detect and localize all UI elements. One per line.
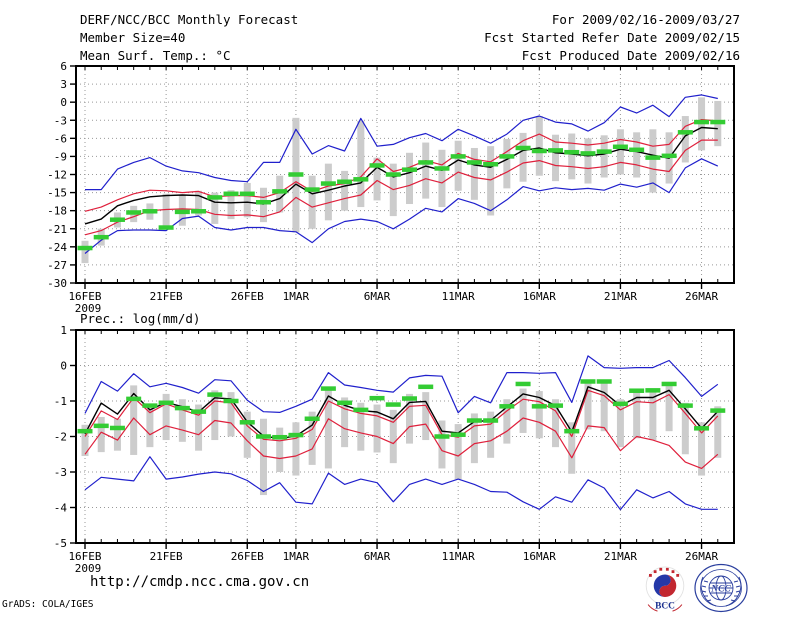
ncc-logo-label: NCC	[710, 585, 731, 595]
plot-frame	[75, 329, 735, 544]
svg-text:21MAR: 21MAR	[604, 290, 637, 303]
ncc-logo: NCC	[694, 563, 748, 613]
svg-text:-18: -18	[47, 205, 67, 218]
svg-text:26MAR: 26MAR	[685, 290, 718, 303]
temp-chart: 6 3 0 -3 -6 -9 -12 -15 -18 -21 -24 -27 -30 16FEB 2009 2…	[40, 60, 750, 316]
svg-text:21MAR: 21MAR	[604, 550, 637, 563]
precip-chart: 1 0 -1 -2 -3 -4 -5 16FEB 2009 21FEB 26FEB 1MAR 6MAR 1…	[40, 324, 750, 576]
forecast-range: For 2009/02/16-2009/03/27	[551, 12, 740, 27]
svg-text:-2: -2	[54, 431, 67, 444]
svg-text:-27: -27	[47, 259, 67, 272]
precip-chart-title: Prec.: log(mm/d)	[80, 311, 201, 326]
svg-text:6MAR: 6MAR	[364, 550, 391, 563]
svg-text:-6: -6	[54, 132, 67, 145]
plot-frame	[75, 65, 735, 284]
svg-text:3: 3	[60, 78, 67, 91]
bcc-logo-top-characters	[649, 567, 680, 577]
svg-text:6: 6	[60, 60, 67, 73]
svg-text:-5: -5	[54, 537, 67, 550]
grads-credit: GrADS: COLA/IGES	[2, 599, 94, 610]
svg-text:26MAR: 26MAR	[685, 550, 718, 563]
svg-text:-1: -1	[54, 395, 67, 408]
bcc-logo-ring	[645, 566, 685, 606]
member-size-label: Member Size=40	[80, 30, 186, 45]
member-spread-bars	[81, 97, 722, 264]
bcc-logo-label: BCC	[655, 601, 675, 611]
series-spread-upper	[84, 389, 719, 442]
source-url: http://cmdp.ncc.cma.gov.cn	[90, 574, 310, 590]
series-observation	[77, 119, 726, 251]
page-title: DERF/NCC/BCC Monthly Forecast	[80, 12, 299, 27]
series-ensemble-mean	[84, 126, 718, 225]
svg-text:-15: -15	[47, 187, 67, 200]
svg-text:-21: -21	[47, 223, 67, 236]
svg-text:21FEB: 21FEB	[150, 550, 183, 563]
series-observation	[77, 379, 726, 440]
svg-text:-30: -30	[47, 277, 67, 290]
bcc-logo-bottom-arc	[647, 604, 683, 612]
series-ensemble-mean	[84, 386, 719, 440]
svg-text:2009: 2009	[75, 302, 102, 315]
produced-date: Fcst Produced Date 2009/02/16	[521, 48, 740, 63]
svg-text:16MAR: 16MAR	[523, 290, 556, 303]
svg-text:11MAR: 11MAR	[442, 290, 475, 303]
bcc-logo-swirl	[653, 574, 677, 598]
svg-text:16MAR: 16MAR	[523, 550, 556, 563]
svg-text:2009: 2009	[75, 562, 102, 575]
series-ensemble-max	[85, 94, 718, 191]
series-ensemble-max	[84, 355, 719, 414]
member-spread-bars	[81, 380, 722, 496]
svg-text:11MAR: 11MAR	[442, 550, 475, 563]
svg-text:16FEB: 16FEB	[68, 290, 101, 303]
svg-text:-4: -4	[54, 502, 68, 515]
series-spread-lower	[84, 417, 719, 469]
ncc-logo-wreath	[700, 576, 742, 607]
temp-chart-title: Mean Surf. Temp.: °C	[80, 48, 231, 63]
svg-text:1: 1	[60, 324, 67, 337]
svg-text:1MAR: 1MAR	[283, 550, 310, 563]
series-spread-upper	[84, 118, 718, 212]
ncc-logo-globe	[708, 575, 734, 601]
series-ensemble-min	[84, 158, 719, 254]
svg-text:16FEB: 16FEB	[68, 550, 101, 563]
refer-date: Fcst Started Refer Date 2009/02/15	[484, 30, 740, 45]
series-ensemble-min	[84, 456, 718, 511]
bcc-logo: BCC	[645, 566, 685, 612]
svg-text:-24: -24	[47, 241, 67, 254]
svg-text:1MAR: 1MAR	[283, 290, 310, 303]
svg-text:-12: -12	[47, 169, 67, 182]
series-spread-lower	[84, 139, 718, 236]
svg-text:21FEB: 21FEB	[150, 290, 183, 303]
svg-text:26FEB: 26FEB	[231, 550, 264, 563]
svg-text:-9: -9	[54, 150, 67, 163]
svg-text:-3: -3	[54, 114, 67, 127]
gridlines	[76, 330, 734, 543]
svg-text:6MAR: 6MAR	[364, 290, 391, 303]
svg-text:26FEB: 26FEB	[231, 290, 264, 303]
svg-text:0: 0	[60, 96, 67, 109]
svg-text:0: 0	[60, 360, 67, 373]
ncc-logo-rings	[694, 563, 748, 613]
svg-text:-3: -3	[54, 466, 67, 479]
